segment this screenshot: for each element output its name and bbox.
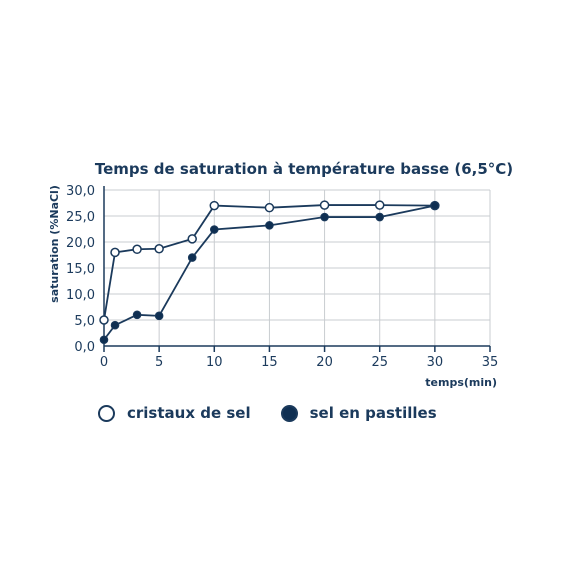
data-point-filled bbox=[154, 311, 164, 321]
data-point-open bbox=[319, 200, 330, 210]
data-point-filled bbox=[110, 320, 120, 330]
data-point-open bbox=[187, 234, 197, 244]
y-tick-label: 15,0 bbox=[66, 262, 95, 277]
data-point-filled bbox=[320, 212, 329, 222]
data-point-open bbox=[264, 202, 275, 213]
x-tick-label: 20 bbox=[316, 355, 333, 370]
x-tick-label: 10 bbox=[206, 355, 223, 370]
data-point-filled bbox=[187, 253, 197, 262]
x-tick-label: 15 bbox=[261, 355, 278, 370]
legend-item-cristaux: cristaux de sel bbox=[98, 404, 251, 422]
x-tick-label: 5 bbox=[155, 355, 163, 370]
legend-item-pastilles: sel en pastilles bbox=[280, 404, 437, 422]
axes bbox=[103, 186, 491, 352]
legend-label: sel en pastilles bbox=[309, 404, 437, 422]
x-tick-label: 35 bbox=[482, 355, 499, 370]
y-tick-label: 0,0 bbox=[74, 340, 95, 355]
x-axis-label: temps(min) bbox=[425, 376, 497, 389]
grid bbox=[104, 189, 491, 346]
data-series bbox=[99, 200, 440, 345]
data-point-filled bbox=[430, 201, 440, 210]
chart-title: Temps de saturation à température basse … bbox=[95, 160, 513, 178]
data-point-filled bbox=[132, 310, 142, 320]
filled-circle-icon bbox=[280, 404, 298, 422]
y-tick-label: 10,0 bbox=[66, 288, 95, 303]
data-point-open bbox=[99, 315, 109, 325]
y-tick-label: 5,0 bbox=[74, 314, 95, 329]
y-tick-label: 25,0 bbox=[66, 210, 95, 225]
x-tick-label: 0 bbox=[100, 355, 108, 370]
series-line-1 bbox=[103, 204, 436, 341]
legend: cristaux de sel sel en pastilles bbox=[98, 404, 467, 422]
legend-label: cristaux de sel bbox=[127, 404, 251, 422]
tick-labels: 0,0 5,0 10,0 15,0 20,0 25,0 30,0 0 5 10 15 20 25 30 35 bbox=[66, 184, 498, 370]
data-point-filled bbox=[375, 212, 385, 222]
series-line-0 bbox=[103, 204, 435, 321]
open-circle-icon bbox=[98, 404, 115, 422]
y-tick-label: 30,0 bbox=[66, 184, 95, 199]
x-tick-label: 30 bbox=[427, 355, 444, 370]
y-axis-label: saturation (%NaCl) bbox=[48, 185, 61, 303]
x-tick-label: 25 bbox=[371, 355, 388, 370]
data-point-filled bbox=[265, 221, 274, 230]
data-point-filled bbox=[209, 225, 219, 234]
y-tick-label: 20,0 bbox=[66, 236, 95, 251]
data-point-open bbox=[132, 244, 142, 255]
data-point-open bbox=[110, 247, 120, 258]
data-point-filled bbox=[99, 335, 109, 345]
data-point-open bbox=[154, 244, 164, 254]
data-point-open bbox=[374, 200, 385, 210]
data-point-open bbox=[209, 200, 220, 211]
